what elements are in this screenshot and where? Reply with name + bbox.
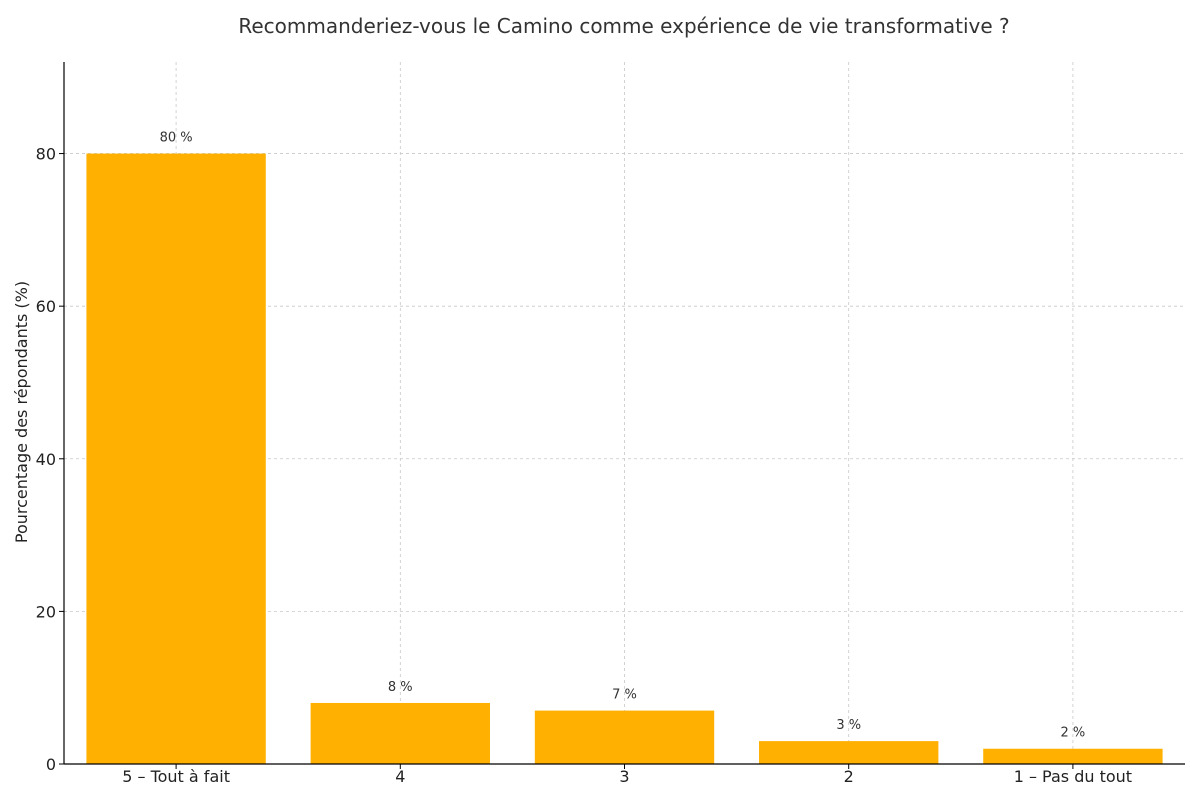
- bar: [86, 153, 266, 765]
- y-axis-label: Pourcentage des répondants (%): [12, 281, 31, 543]
- bars-layer: [86, 153, 1163, 765]
- data-label: 2 %: [1061, 726, 1086, 741]
- data-labels-layer: 80 % 8 % 7 % 3 % 2 %: [160, 131, 1086, 741]
- chart-title: Recommanderiez-vous le Camino comme expé…: [238, 14, 1009, 38]
- bar: [534, 710, 715, 764]
- bar: [310, 702, 490, 764]
- data-label: 8 %: [388, 680, 413, 695]
- data-label: 3 %: [836, 718, 861, 733]
- bar: [759, 741, 939, 764]
- y-tick-label: 0: [46, 755, 56, 774]
- bar: [983, 748, 1163, 764]
- axes-layer: [59, 62, 1185, 769]
- data-label: 80 %: [160, 131, 193, 146]
- y-tick-label: 20: [36, 602, 56, 621]
- data-label: 7 %: [612, 688, 637, 703]
- x-tick-label: 1 – Pas du tout: [1014, 767, 1132, 786]
- y-tick-label: 60: [36, 297, 56, 316]
- x-tick-label: 4: [395, 767, 405, 786]
- x-tick-label: 5 – Tout à fait: [122, 767, 230, 786]
- tick-labels-layer: 0 20 40 60 80 5 – Tout à fait 4 3 2 1 – Pas du to…: [36, 145, 1132, 786]
- y-tick-label: 40: [36, 450, 56, 469]
- x-tick-label: 2: [844, 767, 854, 786]
- x-tick-label: 3: [619, 767, 629, 786]
- y-tick-label: 80: [36, 145, 56, 164]
